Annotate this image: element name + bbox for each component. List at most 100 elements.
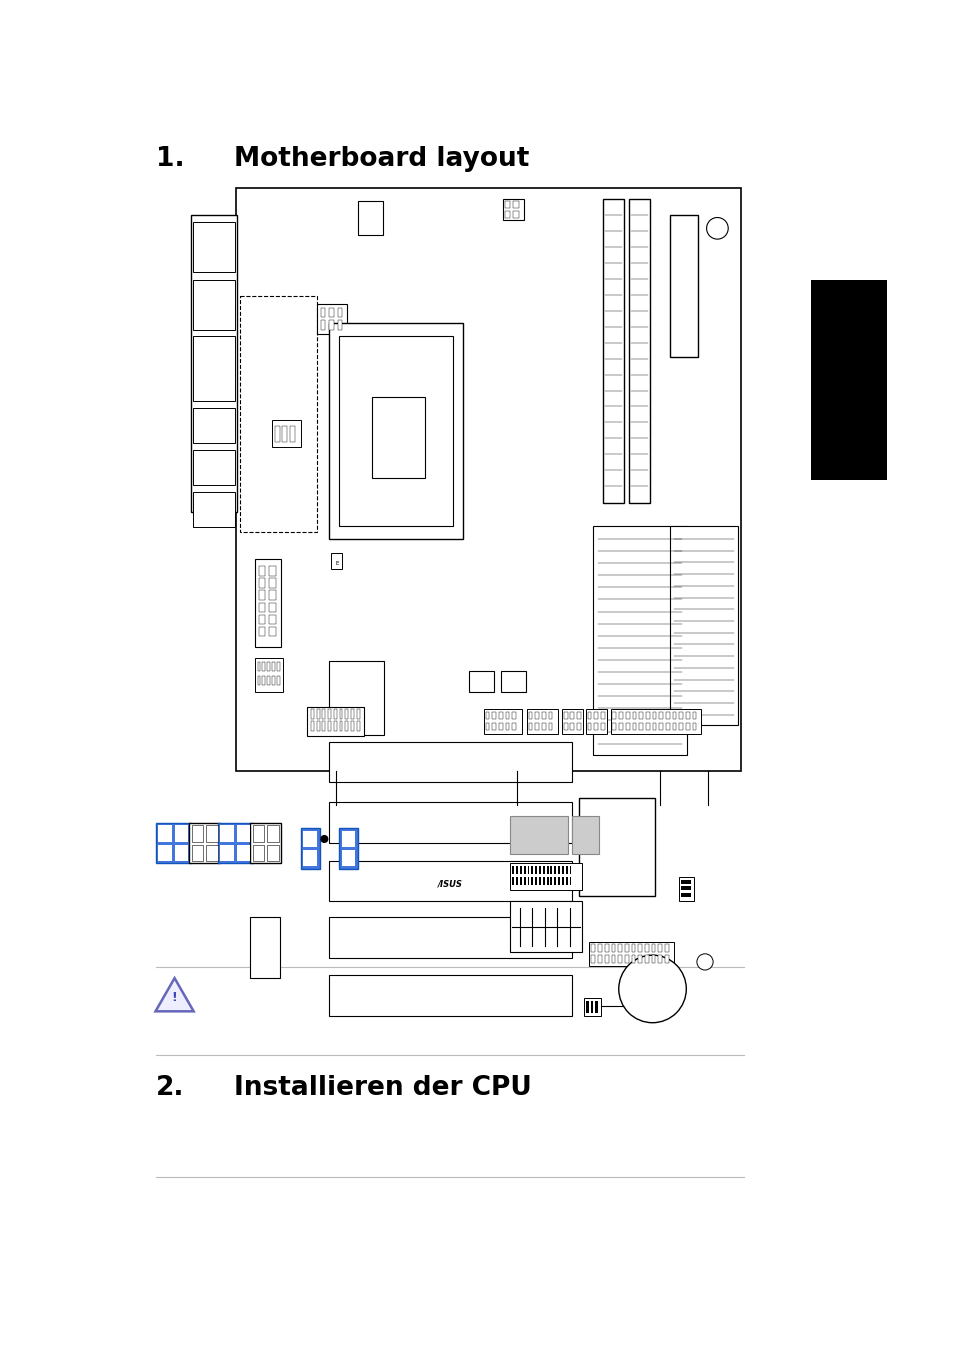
Bar xyxy=(257,662,260,671)
Bar xyxy=(554,866,556,874)
Bar xyxy=(548,712,552,719)
Bar xyxy=(372,397,424,478)
Bar xyxy=(593,526,686,755)
Bar xyxy=(618,944,621,952)
Circle shape xyxy=(320,835,328,843)
Bar xyxy=(262,662,265,671)
Bar xyxy=(680,880,690,884)
Text: 1.: 1. xyxy=(155,146,184,172)
Bar xyxy=(639,712,642,719)
Bar xyxy=(645,723,649,730)
Bar xyxy=(235,188,740,771)
Bar xyxy=(535,877,537,885)
Bar xyxy=(569,866,571,874)
Bar xyxy=(550,877,552,885)
Bar xyxy=(563,723,567,730)
Bar xyxy=(254,658,283,692)
Bar xyxy=(535,866,537,874)
Bar xyxy=(334,721,336,731)
Bar xyxy=(258,566,265,576)
Bar xyxy=(356,721,359,731)
Bar xyxy=(541,723,545,730)
Bar xyxy=(624,955,628,963)
Bar xyxy=(565,877,567,885)
Bar xyxy=(512,712,516,719)
Bar xyxy=(329,917,572,958)
Bar xyxy=(267,825,278,842)
Bar xyxy=(659,712,662,719)
Bar xyxy=(236,844,250,861)
Bar xyxy=(645,1002,662,1019)
Bar xyxy=(269,578,275,588)
Bar xyxy=(516,877,517,885)
Bar xyxy=(300,828,319,869)
Bar xyxy=(329,802,572,843)
Text: E: E xyxy=(335,561,338,566)
Bar xyxy=(217,823,253,863)
Bar xyxy=(512,723,516,730)
Bar xyxy=(651,955,655,963)
Bar xyxy=(519,866,521,874)
Bar xyxy=(604,955,608,963)
Bar xyxy=(272,676,274,685)
Circle shape xyxy=(697,954,712,970)
Bar xyxy=(492,712,496,719)
Bar xyxy=(679,723,682,730)
Bar xyxy=(240,296,316,532)
Bar xyxy=(320,308,325,317)
Bar xyxy=(341,831,355,847)
Bar xyxy=(303,831,316,847)
Bar xyxy=(585,709,606,734)
Bar xyxy=(193,492,234,527)
Bar xyxy=(269,590,275,600)
Bar xyxy=(680,886,690,890)
Bar xyxy=(513,201,518,208)
Bar xyxy=(267,676,270,685)
Bar xyxy=(669,526,738,725)
Text: !: ! xyxy=(172,992,177,1004)
Bar xyxy=(527,877,529,885)
Polygon shape xyxy=(155,978,193,1012)
Bar xyxy=(644,944,648,952)
Bar xyxy=(665,712,669,719)
Bar xyxy=(527,866,529,874)
Bar xyxy=(548,723,552,730)
Bar xyxy=(664,955,668,963)
Bar xyxy=(598,955,601,963)
Bar xyxy=(267,662,270,671)
Bar xyxy=(492,723,496,730)
Bar xyxy=(672,712,676,719)
Bar xyxy=(316,304,347,334)
Circle shape xyxy=(618,955,685,1023)
Bar xyxy=(685,712,689,719)
Bar xyxy=(498,723,502,730)
Bar xyxy=(322,709,325,719)
Bar xyxy=(351,709,354,719)
Bar xyxy=(193,336,234,401)
Bar xyxy=(339,709,342,719)
Bar xyxy=(510,863,581,890)
Bar xyxy=(583,998,600,1016)
Bar xyxy=(645,712,649,719)
Bar xyxy=(290,426,294,442)
Bar xyxy=(659,723,662,730)
Bar xyxy=(542,866,544,874)
Bar xyxy=(356,709,359,719)
Bar xyxy=(558,866,559,874)
Bar xyxy=(341,850,355,866)
Bar xyxy=(257,676,260,685)
Bar xyxy=(651,944,655,952)
Bar xyxy=(563,712,567,719)
Bar xyxy=(600,712,604,719)
Bar xyxy=(594,712,598,719)
Bar xyxy=(193,408,234,443)
Bar xyxy=(272,420,300,447)
Bar xyxy=(611,944,615,952)
Bar xyxy=(652,712,656,719)
Bar xyxy=(658,944,661,952)
Bar xyxy=(510,816,567,854)
Bar xyxy=(269,615,275,624)
Bar xyxy=(570,712,574,719)
Bar xyxy=(329,742,572,782)
Bar xyxy=(155,823,191,863)
